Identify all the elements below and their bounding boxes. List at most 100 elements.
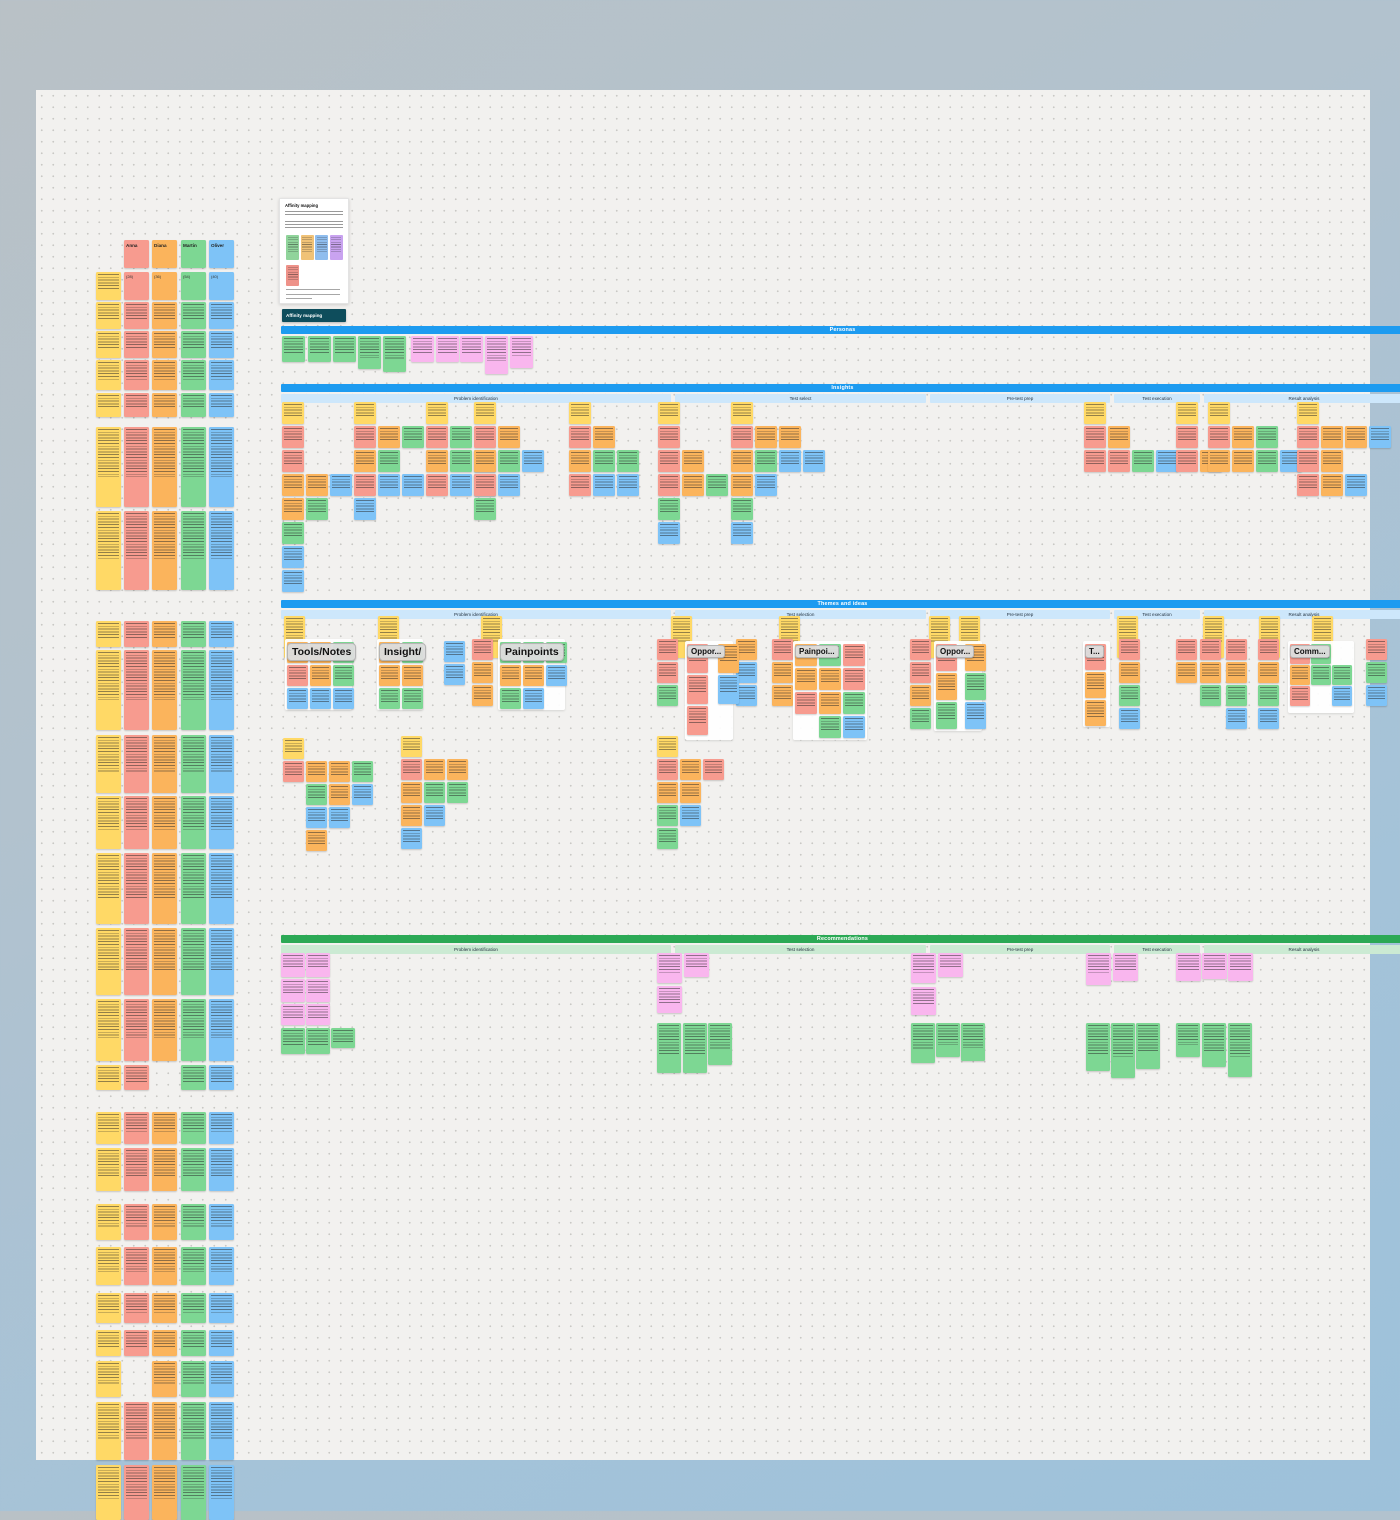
section-bar-recommendations[interactable]: Recommendations xyxy=(281,935,1400,943)
sticky-note[interactable] xyxy=(1232,450,1254,472)
sticky-note[interactable] xyxy=(1369,426,1391,448)
sticky-note[interactable] xyxy=(1176,1023,1200,1057)
sticky-note[interactable] xyxy=(181,999,206,1061)
sticky-note[interactable] xyxy=(472,662,493,683)
sticky-note[interactable] xyxy=(500,688,521,709)
sticky-note[interactable] xyxy=(1332,686,1352,706)
sticky-note[interactable] xyxy=(1084,450,1106,472)
sticky-note[interactable] xyxy=(209,1330,234,1356)
sticky-note[interactable] xyxy=(401,805,422,826)
sticky-note[interactable] xyxy=(965,673,986,700)
sticky-note[interactable] xyxy=(498,450,520,472)
sticky-note[interactable] xyxy=(1366,685,1387,706)
sticky-note[interactable] xyxy=(1084,402,1106,424)
sticky-note[interactable] xyxy=(498,474,520,496)
sticky-note[interactable] xyxy=(1228,1023,1252,1077)
sticky-note[interactable] xyxy=(181,735,206,793)
sticky-note[interactable] xyxy=(910,639,931,660)
sticky-note[interactable] xyxy=(379,688,400,709)
sticky-note[interactable] xyxy=(657,662,678,683)
sticky-note[interactable] xyxy=(152,1465,177,1520)
sticky-note[interactable] xyxy=(124,393,149,417)
sticky-note[interactable] xyxy=(281,953,305,977)
sticky-note[interactable] xyxy=(772,685,793,706)
sticky-note[interactable] xyxy=(333,688,354,709)
sticky-note[interactable] xyxy=(910,708,931,729)
sticky-note[interactable] xyxy=(181,302,206,329)
sticky-note[interactable] xyxy=(1202,1023,1226,1067)
sticky-note[interactable] xyxy=(657,828,678,849)
sticky-note[interactable] xyxy=(209,302,234,329)
sticky-note[interactable] xyxy=(657,986,682,1013)
sticky-note[interactable] xyxy=(96,511,121,590)
sticky-note[interactable] xyxy=(282,426,304,448)
column-header[interactable]: Pre-test prep xyxy=(930,945,1110,954)
sticky-note[interactable] xyxy=(687,706,708,735)
sticky-note[interactable] xyxy=(96,1247,121,1285)
sticky-note[interactable] xyxy=(96,1465,121,1520)
sticky-note[interactable] xyxy=(354,474,376,496)
sticky-note[interactable] xyxy=(124,853,149,924)
sticky-note[interactable] xyxy=(379,665,400,686)
column-header[interactable]: Result analysis xyxy=(1204,394,1400,403)
sticky-note[interactable] xyxy=(281,1004,305,1025)
sticky-note[interactable] xyxy=(124,1293,149,1323)
sticky-note[interactable] xyxy=(402,426,424,448)
sticky-note[interactable] xyxy=(500,665,521,686)
sticky-note[interactable] xyxy=(522,450,544,472)
sticky-note[interactable] xyxy=(965,702,986,729)
sticky-note[interactable] xyxy=(657,782,678,803)
board-tag[interactable]: Affinity mapping xyxy=(282,309,346,322)
persona-header-note[interactable]: Anna xyxy=(124,240,149,268)
sticky-note[interactable] xyxy=(803,450,825,472)
sticky-note[interactable] xyxy=(819,692,841,714)
sticky-note[interactable] xyxy=(402,474,424,496)
sticky-note[interactable] xyxy=(181,1293,206,1323)
sticky-note[interactable] xyxy=(910,662,931,683)
sticky-note[interactable] xyxy=(283,761,304,782)
sticky-note[interactable] xyxy=(354,450,376,472)
sticky-note[interactable] xyxy=(795,668,817,690)
sticky-note[interactable] xyxy=(181,1402,206,1460)
column-header[interactable]: Test execution xyxy=(1114,394,1200,403)
sticky-note[interactable] xyxy=(683,1023,707,1073)
sticky-note[interactable] xyxy=(152,650,177,730)
sticky-note[interactable] xyxy=(333,665,354,686)
sticky-note[interactable] xyxy=(306,1028,330,1054)
sticky-note[interactable] xyxy=(401,759,422,780)
sticky-note[interactable] xyxy=(181,511,206,590)
sticky-note[interactable] xyxy=(310,665,331,686)
sticky-note[interactable] xyxy=(181,1330,206,1356)
sticky-note[interactable] xyxy=(731,426,753,448)
sticky-note[interactable] xyxy=(593,474,615,496)
sticky-note[interactable] xyxy=(152,1148,177,1191)
sticky-note[interactable] xyxy=(306,953,330,977)
sticky-note[interactable] xyxy=(282,474,304,496)
sticky-note[interactable] xyxy=(593,426,615,448)
sticky-note[interactable] xyxy=(682,474,704,496)
sticky-note[interactable] xyxy=(510,336,533,368)
column-header[interactable]: Pre-test prep xyxy=(930,394,1110,403)
sticky-note[interactable] xyxy=(961,1023,985,1061)
sticky-note[interactable] xyxy=(731,402,753,424)
sticky-note[interactable] xyxy=(96,796,121,849)
sticky-note[interactable] xyxy=(181,650,206,730)
sticky-note[interactable] xyxy=(426,450,448,472)
sticky-note[interactable] xyxy=(1176,450,1198,472)
sticky-note[interactable] xyxy=(1258,708,1279,729)
sticky-note[interactable] xyxy=(682,450,704,472)
sticky-note[interactable] xyxy=(96,1148,121,1191)
persona-age-note[interactable]: (36) xyxy=(152,272,177,300)
sticky-note[interactable] xyxy=(474,474,496,496)
sticky-note[interactable] xyxy=(569,402,591,424)
sticky-note[interactable] xyxy=(287,688,308,709)
group-label[interactable]: Painpoi... xyxy=(795,645,839,658)
sticky-note[interactable] xyxy=(1202,953,1227,979)
sticky-note[interactable] xyxy=(402,688,423,709)
sticky-note[interactable] xyxy=(658,450,680,472)
sticky-note[interactable] xyxy=(209,1293,234,1323)
sticky-note[interactable] xyxy=(1290,665,1310,685)
persona-header-note[interactable]: Oliver xyxy=(209,240,234,268)
sticky-note[interactable] xyxy=(657,953,682,983)
column-header[interactable]: Test selection xyxy=(675,610,926,619)
